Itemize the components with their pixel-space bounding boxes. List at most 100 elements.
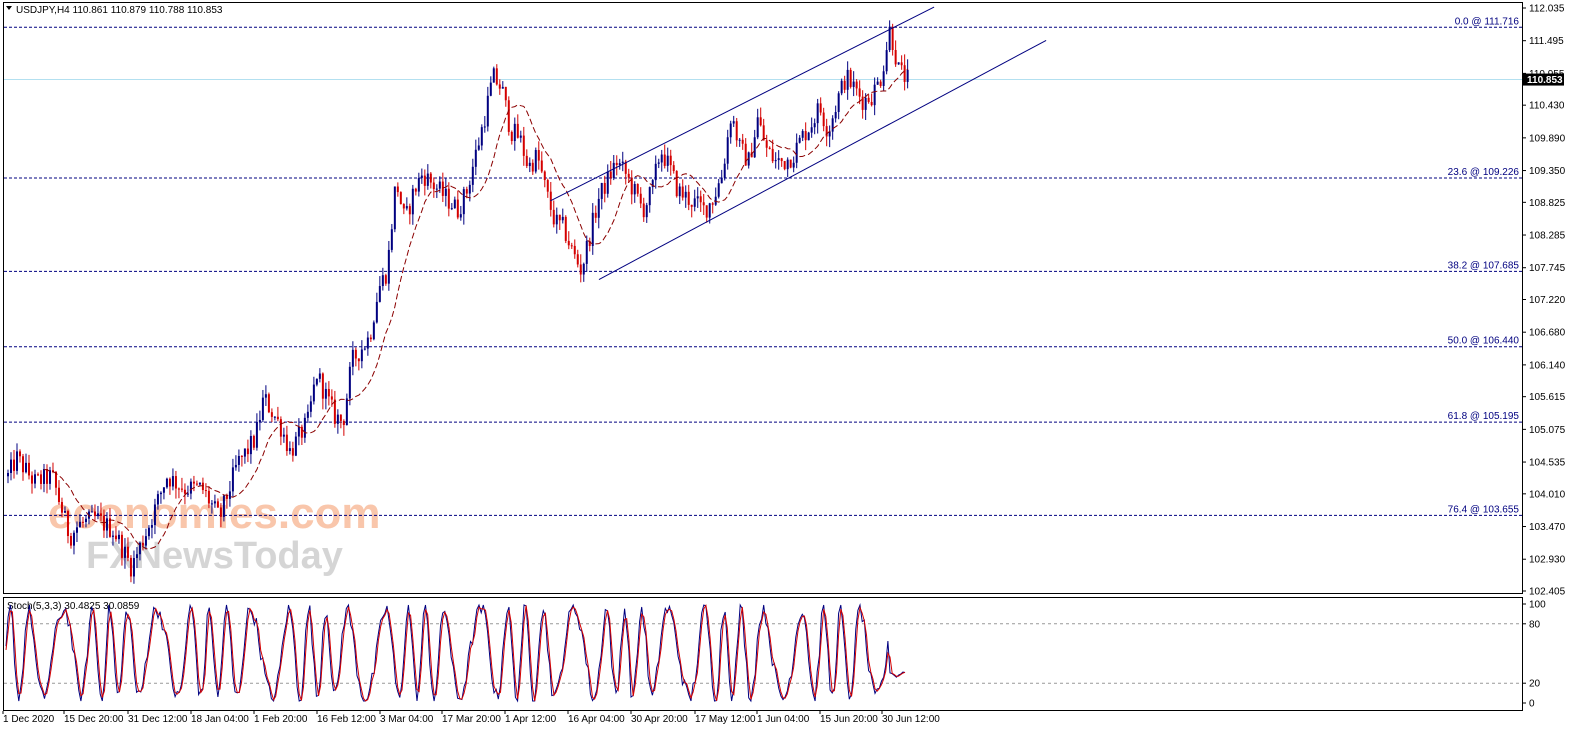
candle bbox=[318, 373, 321, 379]
time-tick-label: 3 Mar 04:00 bbox=[380, 714, 434, 725]
candle bbox=[432, 182, 435, 190]
candle bbox=[597, 198, 600, 218]
candle bbox=[249, 435, 252, 455]
candle bbox=[192, 481, 195, 484]
price-tick-label: 105.615 bbox=[1529, 392, 1566, 403]
candle bbox=[180, 488, 183, 490]
candle bbox=[840, 80, 843, 94]
price-axis[interactable]: 112.035111.495110.955110.430109.890109.3… bbox=[1522, 4, 1566, 598]
candle bbox=[78, 521, 81, 528]
candle bbox=[9, 459, 12, 473]
candle bbox=[762, 125, 765, 141]
candle bbox=[303, 417, 306, 438]
candle bbox=[615, 162, 618, 165]
candle bbox=[384, 275, 387, 284]
candle bbox=[228, 491, 231, 499]
candle bbox=[36, 474, 39, 476]
candle bbox=[483, 126, 486, 128]
time-tick-label: 1 Feb 20:00 bbox=[254, 714, 308, 725]
candle bbox=[612, 162, 615, 178]
candle bbox=[810, 127, 813, 133]
candle bbox=[324, 388, 327, 399]
candle bbox=[354, 349, 357, 359]
current-price-badge bbox=[1523, 73, 1564, 86]
candle bbox=[84, 518, 87, 523]
candle bbox=[786, 159, 789, 170]
candle bbox=[798, 137, 801, 143]
time-tick-label: 17 Mar 20:00 bbox=[442, 714, 501, 725]
candle bbox=[870, 101, 873, 106]
candle bbox=[261, 397, 264, 420]
candle bbox=[132, 558, 135, 577]
candle bbox=[570, 245, 573, 247]
candle bbox=[801, 131, 804, 138]
candle bbox=[213, 501, 216, 504]
time-tick-label: 31 Dec 12:00 bbox=[128, 714, 188, 725]
candle bbox=[675, 171, 678, 197]
candle bbox=[513, 123, 516, 142]
candle bbox=[690, 204, 693, 207]
price-tick-label: 109.890 bbox=[1529, 133, 1566, 144]
candle bbox=[891, 26, 894, 50]
price-tick-label: 107.745 bbox=[1529, 263, 1566, 274]
candle bbox=[429, 173, 432, 183]
candle bbox=[807, 132, 810, 141]
price-tick-label: 102.405 bbox=[1529, 587, 1566, 598]
candle bbox=[435, 188, 438, 190]
candle bbox=[885, 50, 888, 72]
candle bbox=[645, 205, 648, 218]
channel-upper-trendline[interactable] bbox=[550, 6, 935, 202]
candle bbox=[108, 518, 111, 537]
candle bbox=[561, 216, 564, 221]
candle bbox=[90, 511, 93, 513]
time-axis[interactable]: 1 Dec 2020 15 Dec 20:00 31 Dec 12:00 18 Jan… bbox=[2, 711, 940, 725]
candle bbox=[240, 455, 243, 457]
candle bbox=[894, 49, 897, 65]
candle bbox=[828, 131, 831, 137]
candle bbox=[624, 161, 627, 174]
time-tick-label: 16 Feb 12:00 bbox=[317, 714, 376, 725]
candle bbox=[861, 96, 864, 110]
stoch-signal-line bbox=[5, 603, 906, 702]
stoch-title: Stoch(5,3,3) 30.4825 30.0859 bbox=[7, 601, 140, 612]
candle bbox=[747, 152, 750, 166]
candle bbox=[297, 426, 300, 437]
candle bbox=[321, 373, 324, 399]
candle bbox=[315, 378, 318, 385]
candle bbox=[117, 534, 120, 540]
candle bbox=[852, 81, 855, 87]
candle bbox=[312, 384, 315, 402]
candle bbox=[345, 398, 348, 426]
time-tick-label: 18 Jan 04:00 bbox=[191, 714, 249, 725]
candle bbox=[474, 149, 477, 167]
candle bbox=[306, 411, 309, 418]
candle bbox=[195, 483, 198, 485]
channel-lower-trendline[interactable] bbox=[598, 39, 1047, 280]
candle bbox=[30, 475, 33, 484]
candle bbox=[402, 204, 405, 209]
candle bbox=[309, 401, 312, 412]
candle bbox=[759, 117, 762, 126]
candle bbox=[687, 191, 690, 205]
fib-level-label: 50.0 @ 106.440 bbox=[1448, 336, 1520, 347]
candle bbox=[654, 163, 657, 181]
candle bbox=[741, 139, 744, 144]
candle bbox=[183, 489, 186, 494]
candle bbox=[93, 511, 96, 517]
candle bbox=[225, 495, 228, 499]
candle bbox=[630, 177, 633, 195]
candle bbox=[771, 148, 774, 162]
candle bbox=[456, 199, 459, 218]
candle bbox=[468, 184, 471, 194]
triangle-down-icon[interactable] bbox=[6, 6, 12, 10]
candle bbox=[546, 180, 549, 192]
candle bbox=[636, 184, 639, 194]
candle bbox=[498, 84, 501, 89]
candle bbox=[702, 202, 705, 206]
candle bbox=[63, 511, 66, 513]
candle bbox=[834, 111, 837, 119]
candle bbox=[723, 163, 726, 178]
candle bbox=[666, 155, 669, 166]
candle bbox=[48, 470, 51, 484]
